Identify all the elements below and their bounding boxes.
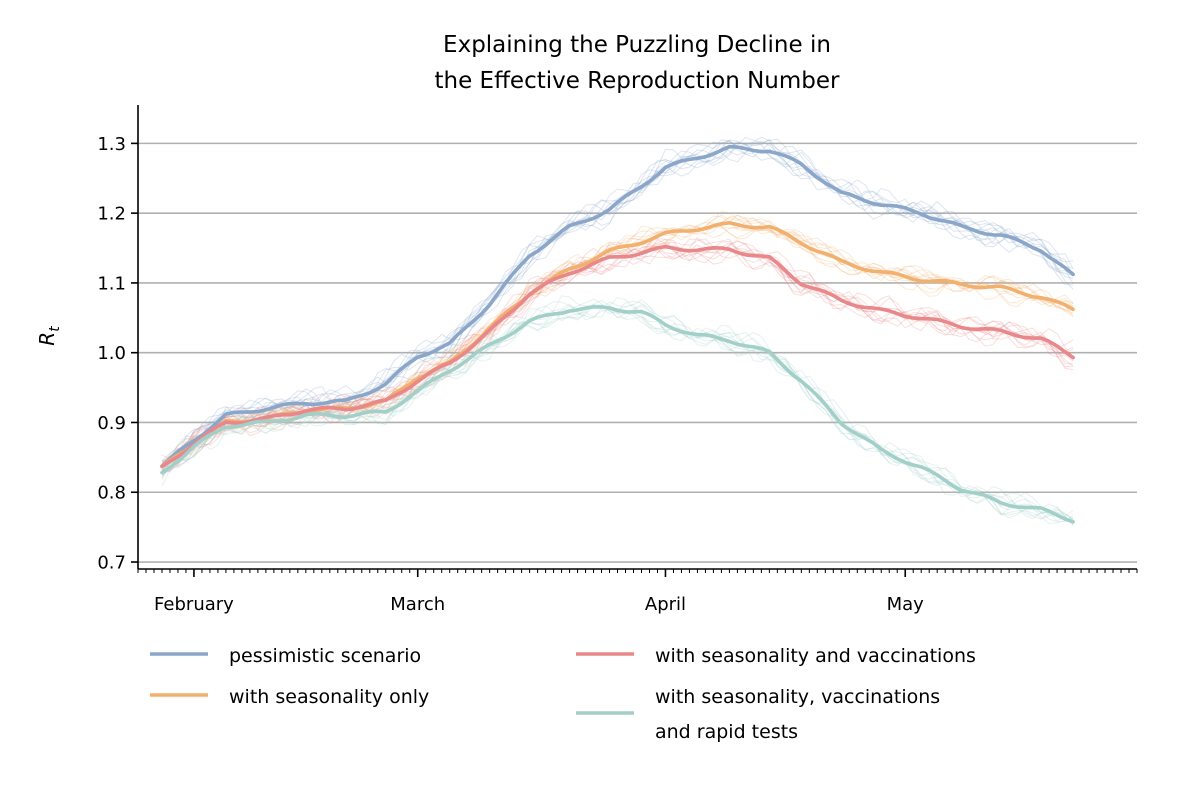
legend-label: with seasonality only — [229, 686, 429, 708]
simulation-run-line — [161, 238, 1074, 463]
simulation-run-line — [161, 238, 1074, 472]
y-tick-label: 1.3 — [97, 134, 126, 155]
simulation-run-line — [161, 138, 1074, 473]
simulation-run-line — [161, 140, 1074, 462]
grid-layer — [138, 142, 1137, 563]
x-tick-label: February — [154, 594, 234, 615]
legend-label: and rapid tests — [655, 721, 798, 743]
simulation-run-line — [161, 224, 1074, 468]
y-tick-label: 0.9 — [97, 413, 126, 434]
x-tick-label: May — [887, 594, 925, 615]
simulation-run-line — [161, 299, 1074, 521]
series-layer — [160, 144, 1075, 524]
legend: pessimistic scenario with seasonality onl… — [150, 645, 976, 743]
simulation-run-line — [161, 238, 1074, 468]
simulation-run-line — [161, 225, 1074, 466]
x-tick-label: April — [645, 594, 686, 615]
y-tick-label: 1.2 — [97, 204, 126, 225]
simulation-runs-layer — [161, 136, 1074, 526]
simulation-run-line — [161, 237, 1074, 471]
legend-item: pessimistic scenario — [150, 645, 421, 667]
simulation-run-line — [161, 143, 1074, 471]
legend-item: with seasonality, vaccinations and rapid … — [576, 686, 940, 743]
simulation-run-line — [161, 136, 1074, 468]
chart-title: Explaining the Puzzling Decline in the E… — [434, 32, 840, 94]
legend-label: with seasonality, vaccinations — [655, 686, 940, 708]
simulation-run-line — [161, 211, 1074, 471]
simulation-run-line — [161, 140, 1074, 475]
simulation-run-line — [161, 245, 1074, 480]
x-tick-label: March — [390, 594, 445, 615]
simulation-run-line — [161, 237, 1074, 460]
y-axis-label: Rt — [35, 326, 63, 346]
y-axis-label-main: R — [35, 332, 59, 346]
simulation-run-line — [161, 215, 1074, 468]
series-line-3 — [160, 244, 1075, 469]
y-tick-label: 1.0 — [97, 343, 126, 364]
simulation-run-line — [161, 244, 1074, 465]
legend-label: pessimistic scenario — [229, 645, 421, 667]
legend-label: with seasonality and vaccinations — [655, 645, 976, 667]
series-line-4 — [160, 305, 1075, 524]
y-tick-label: 0.7 — [97, 553, 126, 574]
series-line-1 — [160, 144, 1075, 469]
y-tick-label: 1.1 — [97, 273, 126, 294]
legend-item: with seasonality only — [150, 686, 429, 708]
legend-item: with seasonality and vaccinations — [576, 645, 976, 667]
y-axis-label-subscript: t — [47, 326, 63, 332]
chart-title-line-1: Explaining the Puzzling Decline in — [443, 32, 831, 58]
simulation-run-line — [161, 295, 1074, 523]
simulation-run-line — [161, 299, 1074, 522]
axes-layer: 0.7 0.8 0.9 1.0 1.1 1.2 1.3 February March April M… — [97, 105, 1138, 615]
y-tick-label: 0.8 — [97, 483, 126, 504]
simulation-run-line — [161, 304, 1074, 525]
simulation-run-line — [161, 304, 1074, 520]
chart-title-line-2: the Effective Reproduction Number — [434, 68, 840, 94]
